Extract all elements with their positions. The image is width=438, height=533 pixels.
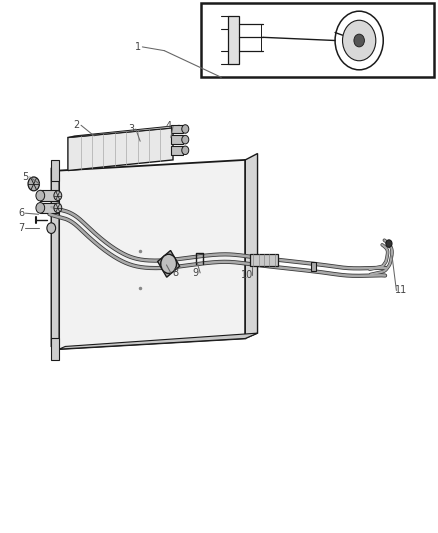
Polygon shape — [51, 168, 59, 349]
Circle shape — [161, 254, 177, 273]
Text: 9: 9 — [193, 268, 199, 278]
Polygon shape — [68, 125, 180, 138]
Circle shape — [47, 223, 56, 233]
Text: 8: 8 — [172, 268, 178, 278]
Bar — [250, 254, 278, 266]
Polygon shape — [68, 128, 173, 171]
Circle shape — [343, 20, 376, 61]
Text: 3: 3 — [128, 124, 134, 134]
Text: 2: 2 — [74, 120, 80, 130]
Polygon shape — [59, 333, 258, 349]
Bar — [171, 146, 183, 155]
Text: 1: 1 — [135, 42, 141, 52]
Bar — [201, 3, 434, 77]
Circle shape — [354, 34, 364, 47]
Circle shape — [54, 191, 62, 200]
Bar — [51, 160, 59, 181]
Circle shape — [36, 203, 45, 213]
Circle shape — [28, 177, 39, 191]
Bar — [40, 203, 58, 213]
Bar — [171, 125, 183, 133]
Circle shape — [36, 190, 45, 201]
Circle shape — [335, 11, 383, 70]
Circle shape — [182, 146, 189, 155]
Text: 10: 10 — [241, 270, 254, 280]
Text: 6: 6 — [18, 208, 24, 218]
Circle shape — [182, 125, 189, 133]
Polygon shape — [59, 160, 245, 349]
Text: 11: 11 — [395, 286, 407, 295]
Circle shape — [386, 240, 392, 247]
Polygon shape — [245, 154, 258, 338]
Bar — [311, 262, 316, 271]
Circle shape — [54, 203, 62, 213]
Text: 5: 5 — [22, 172, 28, 182]
Bar — [40, 190, 58, 201]
Bar — [51, 338, 59, 360]
Circle shape — [182, 135, 189, 144]
Bar — [158, 251, 180, 277]
Text: 7: 7 — [18, 223, 24, 233]
Text: 4: 4 — [166, 122, 172, 131]
Bar — [171, 135, 183, 144]
Bar — [228, 16, 239, 64]
